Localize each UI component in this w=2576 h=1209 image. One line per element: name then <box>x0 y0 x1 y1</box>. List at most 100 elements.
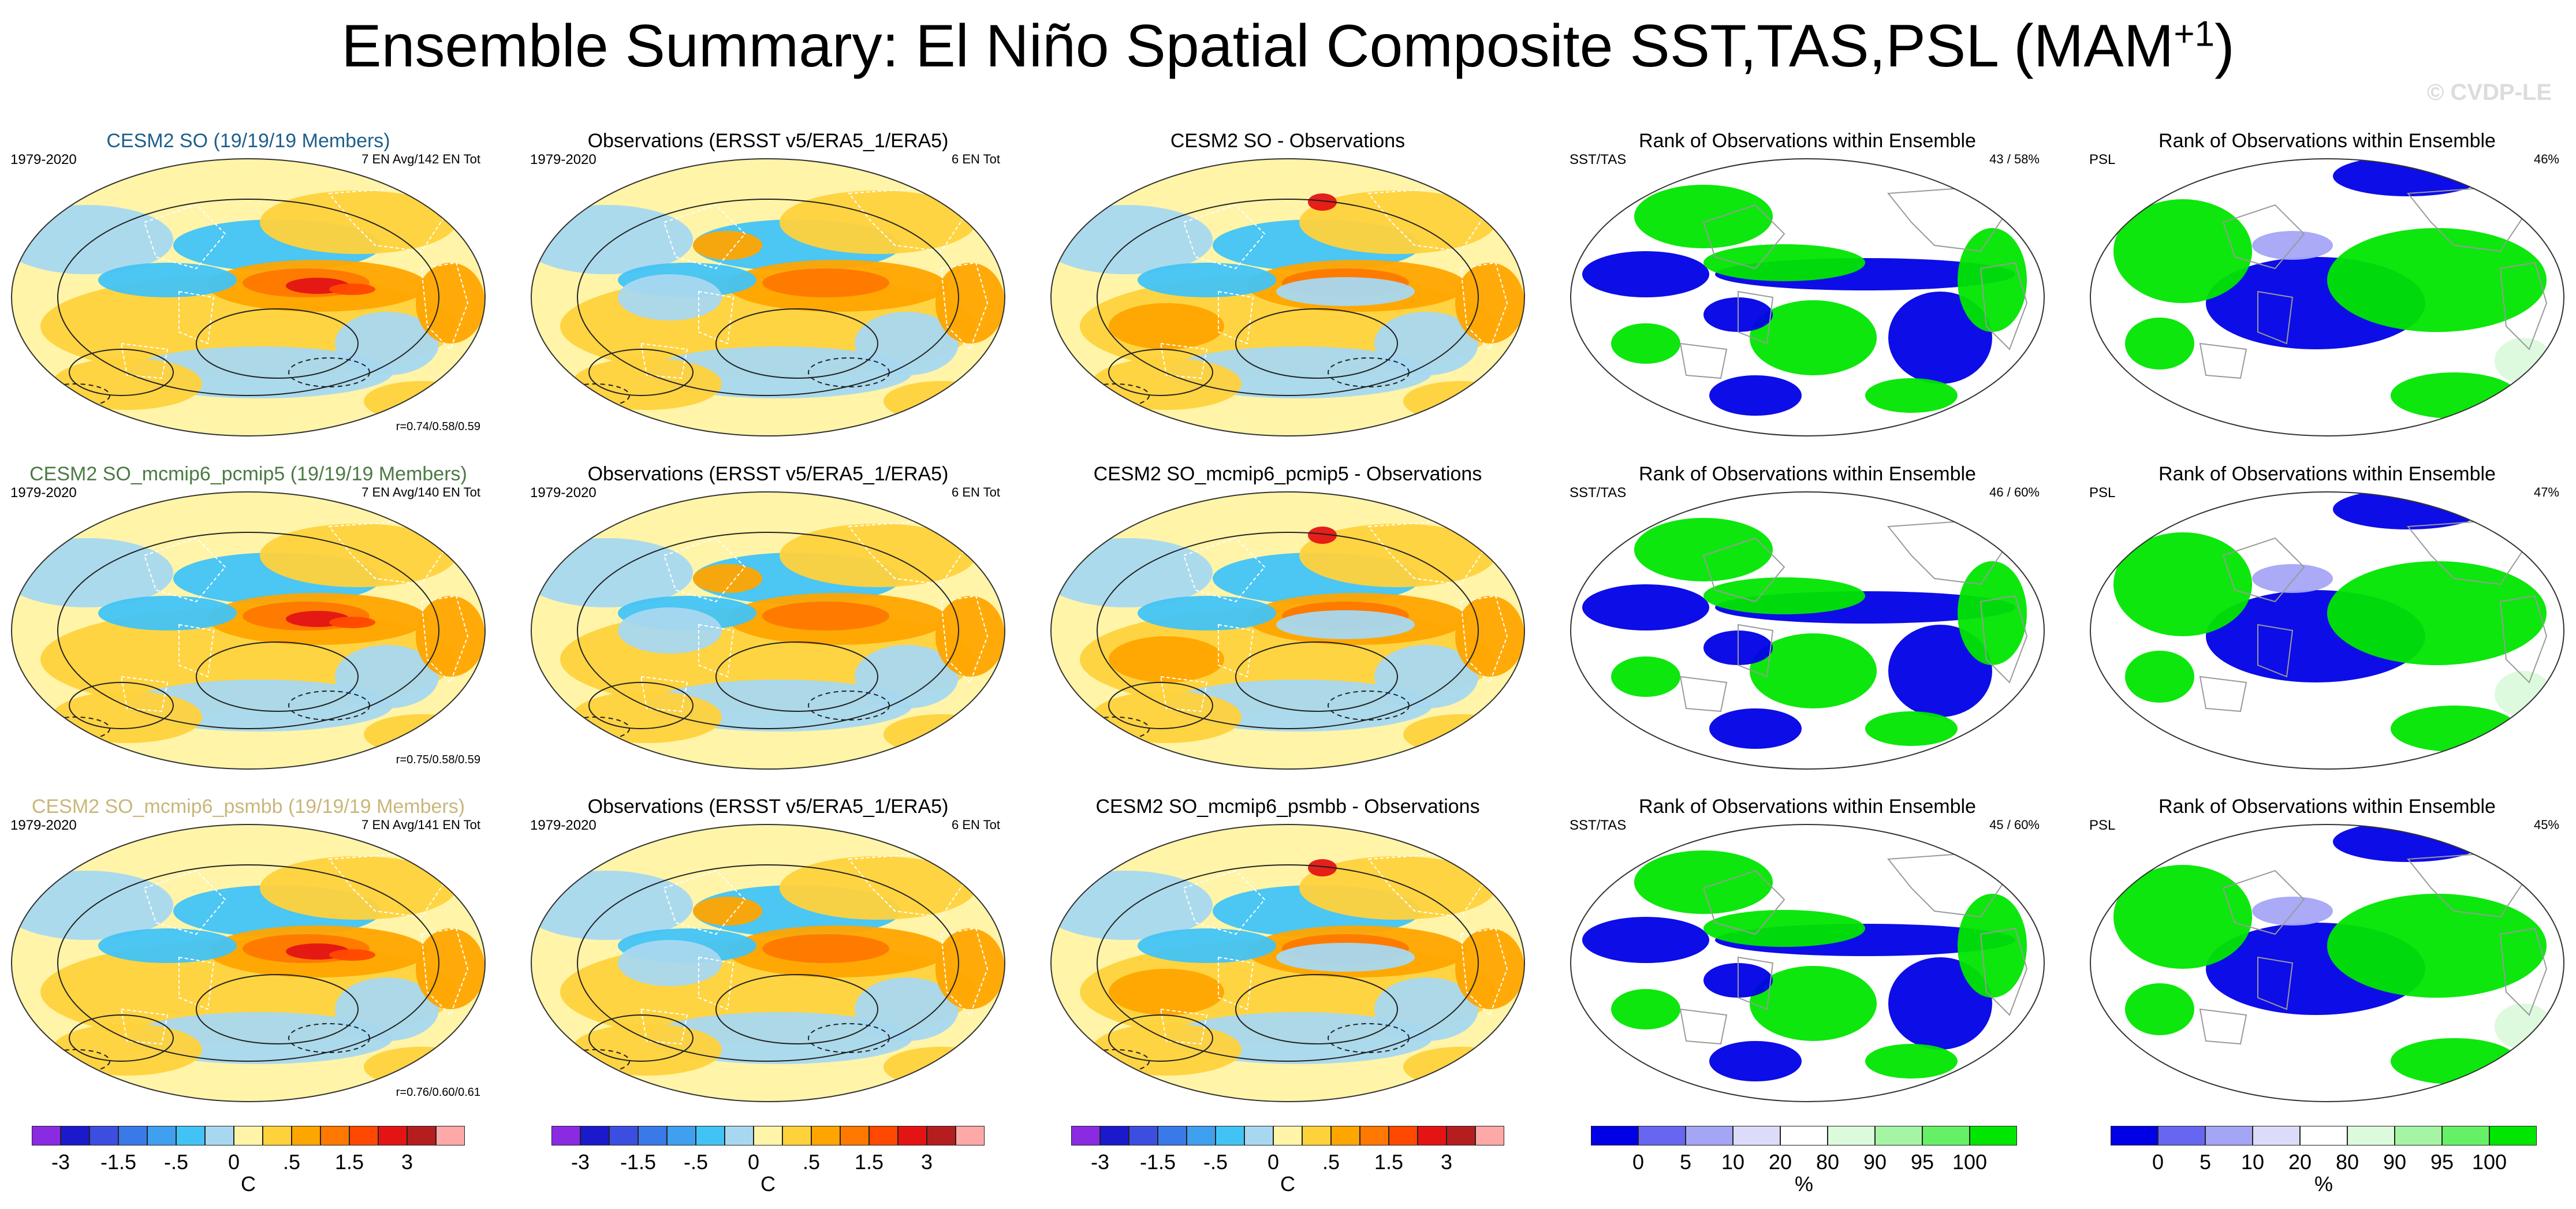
colorbar-swatch <box>1591 1126 1638 1145</box>
colorbar-tick-label: -1.5 <box>620 1150 657 1174</box>
panel-title: Rank of Observations within Ensemble <box>2159 796 2496 818</box>
globe-map <box>1570 824 2045 1102</box>
colorbar-swatch <box>1475 1126 1504 1145</box>
colorbar-swatch <box>320 1126 349 1145</box>
globe-map <box>1050 491 1525 770</box>
colorbar-swatch <box>1244 1126 1273 1145</box>
map-panel-rank2-row2: Rank of Observations within Ensemble PSL 4… <box>2079 451 2575 775</box>
colorbar-swatch <box>1780 1126 1828 1145</box>
colorbar-swatch <box>378 1126 407 1145</box>
colorbar-swatch <box>1273 1126 1302 1145</box>
panel-title: CESM2 SO - Observations <box>1170 130 1406 152</box>
colorbar-swatch <box>782 1126 811 1145</box>
colorbar-swatch <box>147 1126 176 1145</box>
colorbar-swatch <box>61 1126 90 1145</box>
colorbar-swatch <box>2111 1126 2158 1145</box>
rank-percent-label: 47% <box>2533 485 2559 499</box>
colorbar-swatch <box>1360 1126 1389 1145</box>
temperature-colorbar: -3 -1.5 -.5 0 .5 1.5 3 C <box>1071 1126 1510 1201</box>
rank-percent-label: 43 / 58% <box>1989 152 2040 166</box>
colorbar-swatch <box>696 1126 725 1145</box>
colorbar-swatch <box>927 1126 956 1145</box>
colorbar-swatch <box>754 1126 782 1145</box>
panel-title: Rank of Observations within Ensemble <box>2159 130 2496 152</box>
watermark: © CVDP-LE <box>2426 80 2552 105</box>
rank-percent-label: 45% <box>2533 818 2559 832</box>
pattern-correlation-label: r=0.75/0.58/0.59 <box>396 753 480 766</box>
colorbar-swatch <box>1447 1126 1475 1145</box>
colorbar-swatch <box>1970 1126 2017 1145</box>
globe-map <box>1570 158 2045 436</box>
colorbar-tick-label: 0 <box>2152 1150 2164 1174</box>
colorbar-tick-label: -.5 <box>163 1150 189 1174</box>
colorbar-tick-label: 95 <box>1910 1150 1934 1174</box>
colorbar-swatch <box>898 1126 927 1145</box>
panel-title: Rank of Observations within Ensemble <box>1639 463 1976 485</box>
colorbar-tick-label: 10 <box>2241 1150 2265 1174</box>
colorbar-swatch <box>1100 1126 1129 1145</box>
colorbar-swatch <box>956 1126 985 1145</box>
globe-map <box>11 491 486 770</box>
colorbar-tick-label: -3 <box>571 1150 590 1174</box>
panel-title: CESM2 SO_mcmip6_psmbb (19/19/19 Members) <box>31 796 465 818</box>
period-label: 1979-2020 <box>530 818 597 833</box>
colorbar-tick-label: 0 <box>1267 1150 1280 1174</box>
colorbar-unit-label: C <box>1280 1172 1295 1196</box>
map-panel-model-row2: CESM2 SO_mcmip6_pcmip5 (19/19/19 Members… <box>0 451 497 775</box>
colorbar-swatch <box>32 1126 61 1145</box>
colorbar-tick-label: -1.5 <box>100 1150 137 1174</box>
globe-map <box>1570 491 2045 770</box>
event-count-label: 6 EN Tot <box>952 152 1000 166</box>
period-label: 1979-2020 <box>10 152 77 167</box>
variable-label: PSL <box>2089 485 2116 501</box>
colorbar-swatch <box>2489 1126 2537 1145</box>
colorbar-swatch <box>1187 1126 1216 1145</box>
panel-title: Rank of Observations within Ensemble <box>1639 796 1976 818</box>
map-panel-rank2-row1: Rank of Observations within Ensemble PSL 4… <box>2079 118 2575 442</box>
colorbar-unit-label: C <box>761 1172 776 1196</box>
map-panel-rank2-row3: Rank of Observations within Ensemble PSL 4… <box>2079 784 2575 1107</box>
colorbar-tick-label: 90 <box>1863 1150 1887 1174</box>
colorbar-swatch <box>2205 1126 2253 1145</box>
panel-title: Observations (ERSST v5/ERA5_1/ERA5) <box>587 130 949 152</box>
colorbar-swatch <box>176 1126 205 1145</box>
rank-colorbar: 0 5 10 20 80 90 95 100% <box>2111 1126 2549 1201</box>
panel-title: CESM2 SO (19/19/19 Members) <box>106 130 390 152</box>
colorbar-tick-label: 0 <box>228 1150 240 1174</box>
map-panel-model-row1: CESM2 SO (19/19/19 Members) 1979-2020 7 EN… <box>0 118 497 442</box>
event-count-label: 7 EN Avg/141 EN Tot <box>361 818 480 832</box>
colorbar-swatch <box>725 1126 754 1145</box>
rank-percent-label: 46% <box>2533 152 2559 166</box>
colorbar-swatch <box>436 1126 465 1145</box>
map-panel-diff-row2: CESM2 SO_mcmip6_pcmip5 - Observations <box>1039 451 1536 775</box>
colorbar-tick-label: 3 <box>401 1150 413 1174</box>
colorbar-swatch <box>1071 1126 1100 1145</box>
colorbar-tick-label: .5 <box>282 1150 301 1174</box>
panel-title: CESM2 SO_mcmip6_pcmip5 - Observations <box>1093 463 1482 485</box>
colorbar-swatch <box>1638 1126 1686 1145</box>
colorbar-tick-label: 1.5 <box>854 1150 884 1174</box>
colorbar-swatch <box>1331 1126 1360 1145</box>
colorbar-tick-label: .5 <box>802 1150 821 1174</box>
colorbar-swatch <box>118 1126 147 1145</box>
colorbar-swatch <box>349 1126 378 1145</box>
colorbar-tick-label: 80 <box>1815 1150 1840 1174</box>
event-count-label: 6 EN Tot <box>952 818 1000 832</box>
panel-title: CESM2 SO_mcmip6_pcmip5 (19/19/19 Members… <box>29 463 467 485</box>
colorbar-tick-label: 20 <box>1768 1150 1792 1174</box>
colorbar-swatch <box>1828 1126 1875 1145</box>
event-count-label: 7 EN Avg/140 EN Tot <box>361 485 480 499</box>
period-label: 1979-2020 <box>10 818 77 833</box>
period-label: 1979-2020 <box>530 152 597 167</box>
colorbar-tick-label: -3 <box>51 1150 70 1174</box>
colorbar-swatch <box>1158 1126 1187 1145</box>
colorbar-swatch <box>667 1126 696 1145</box>
variable-label: SST/TAS <box>1570 485 1627 501</box>
panel-title: Observations (ERSST v5/ERA5_1/ERA5) <box>587 796 949 818</box>
variable-label: PSL <box>2089 818 2116 833</box>
colorbar-unit-label: % <box>2314 1172 2333 1196</box>
colorbar-swatch <box>869 1126 898 1145</box>
globe-map <box>2090 491 2564 770</box>
colorbar-tick-label: -.5 <box>1203 1150 1228 1174</box>
globe-map <box>1050 824 1525 1102</box>
